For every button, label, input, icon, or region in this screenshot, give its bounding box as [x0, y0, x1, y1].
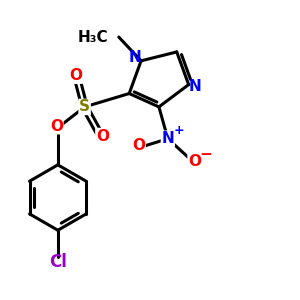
- Text: N: N: [188, 79, 201, 94]
- Text: O: O: [96, 128, 109, 143]
- Text: N: N: [129, 50, 142, 65]
- Text: O: O: [188, 154, 201, 169]
- Text: O: O: [50, 119, 63, 134]
- Text: H₃C: H₃C: [78, 30, 108, 45]
- Text: −: −: [200, 147, 212, 162]
- Text: O: O: [132, 138, 145, 153]
- Text: +: +: [174, 124, 184, 137]
- Text: O: O: [69, 68, 82, 83]
- Text: Cl: Cl: [49, 253, 67, 271]
- Text: S: S: [79, 99, 90, 114]
- Text: N: N: [161, 131, 174, 146]
